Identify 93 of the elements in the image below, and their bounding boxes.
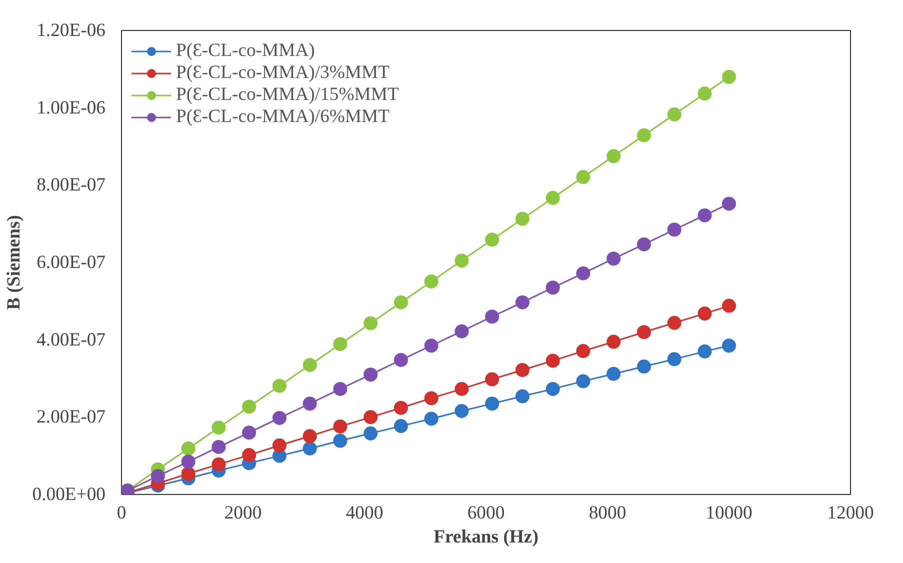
point xyxy=(515,295,530,310)
point xyxy=(546,190,560,205)
x-tick-label: 0 xyxy=(116,502,126,524)
x-tick-label: 12000 xyxy=(827,502,874,524)
point xyxy=(333,337,348,352)
point xyxy=(424,338,438,353)
point xyxy=(150,468,165,483)
point xyxy=(636,128,651,142)
point xyxy=(606,334,621,349)
point xyxy=(212,440,226,454)
point xyxy=(667,352,682,366)
point xyxy=(181,442,196,456)
point xyxy=(242,400,256,414)
y-tick-label: 6.00E-07 xyxy=(36,252,106,273)
x-tick-label: 4000 xyxy=(346,502,384,524)
x-tick-label: 2000 xyxy=(224,502,262,524)
point xyxy=(546,382,560,396)
point xyxy=(606,149,621,164)
point xyxy=(302,429,317,444)
point xyxy=(181,466,196,481)
point xyxy=(722,338,736,353)
point xyxy=(722,70,736,84)
x-tick-label: 10000 xyxy=(706,502,752,524)
point xyxy=(302,396,317,411)
point xyxy=(485,310,500,324)
point xyxy=(454,382,469,396)
legend-label: P(Ɛ-CL-co-MMA)/3%MMT xyxy=(176,62,390,84)
x-tick-label: 6000 xyxy=(467,502,505,524)
point xyxy=(242,426,256,440)
point xyxy=(454,254,469,268)
point xyxy=(272,410,286,425)
legend-label: P(Ɛ-CL-co-MMA)/6%MMT xyxy=(176,106,390,128)
point xyxy=(485,232,500,247)
point xyxy=(333,434,348,448)
point xyxy=(364,316,378,330)
point xyxy=(424,391,438,406)
point xyxy=(364,410,378,424)
point xyxy=(576,374,590,388)
point xyxy=(485,396,500,411)
legend-label: P(Ɛ-CL-co-MMA) xyxy=(176,40,315,62)
point xyxy=(212,457,226,472)
point xyxy=(667,222,682,237)
point xyxy=(394,419,408,434)
point xyxy=(698,306,712,321)
point xyxy=(394,295,408,310)
point xyxy=(212,420,226,435)
point xyxy=(546,280,560,295)
point xyxy=(636,325,651,340)
x-axis-title: Frekans (Hz) xyxy=(434,526,538,548)
point xyxy=(722,298,736,313)
point xyxy=(636,237,651,252)
y-tick-label: 2.00E-07 xyxy=(36,406,106,428)
point xyxy=(302,358,317,372)
point xyxy=(272,438,286,452)
point xyxy=(364,368,378,382)
point xyxy=(606,252,621,266)
point xyxy=(698,344,712,358)
point xyxy=(576,170,590,184)
point xyxy=(394,400,408,415)
point xyxy=(576,344,590,358)
legend-label: P(Ɛ-CL-co-MMA)/15%MMT xyxy=(176,84,399,106)
point xyxy=(698,86,712,101)
point xyxy=(424,412,438,426)
y-tick-label: 4.00E-07 xyxy=(36,329,106,350)
point xyxy=(454,404,469,418)
point xyxy=(364,426,378,440)
point xyxy=(333,382,348,396)
point xyxy=(515,363,530,377)
point xyxy=(667,107,682,122)
y-tick-label: 0.00E+00 xyxy=(32,484,106,505)
point xyxy=(333,419,348,434)
y-axis-title: B (Siemens) xyxy=(3,215,24,310)
y-tick-label: 8.00E-07 xyxy=(36,174,106,196)
point xyxy=(272,378,286,393)
point xyxy=(576,266,590,280)
point xyxy=(454,324,469,338)
point xyxy=(515,389,530,404)
point xyxy=(394,352,408,367)
point xyxy=(606,366,621,381)
point xyxy=(546,354,560,368)
point xyxy=(242,448,256,462)
point xyxy=(636,360,651,374)
point xyxy=(302,442,317,456)
point xyxy=(698,208,712,222)
point xyxy=(485,372,500,386)
point xyxy=(424,274,438,288)
x-tick-label: 8000 xyxy=(588,502,626,524)
point xyxy=(667,316,682,330)
point xyxy=(181,454,196,469)
y-tick-label: 1.00E-06 xyxy=(36,97,106,118)
point xyxy=(722,196,736,211)
point xyxy=(515,212,530,226)
y-tick-label: 1.20E-06 xyxy=(36,20,106,41)
